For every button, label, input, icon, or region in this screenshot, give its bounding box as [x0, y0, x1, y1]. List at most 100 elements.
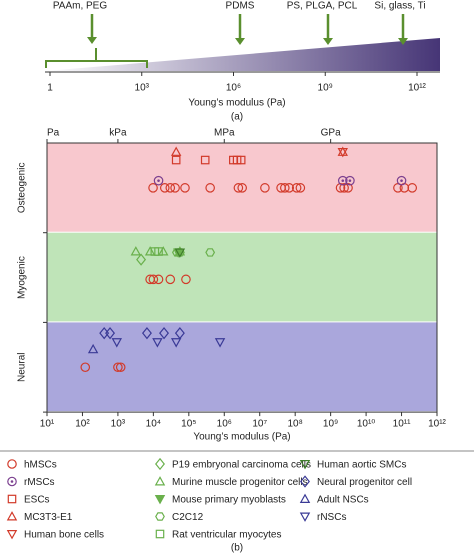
marker-shape [214, 338, 226, 348]
legend-item: Rat ventricular myocytes [172, 530, 281, 541]
marker-dot [10, 480, 14, 483]
marker-shape [181, 274, 191, 285]
point [136, 253, 147, 266]
point [130, 246, 142, 256]
marker-shape [141, 327, 152, 340]
marker-shape [144, 246, 156, 256]
point [335, 183, 346, 193]
legend-item: Mouse primary myoblasts [172, 495, 286, 506]
marker-shape [155, 529, 165, 539]
legend-item: ESCs [24, 495, 50, 506]
legend-item: Murine muscle progenitor cells [172, 477, 308, 488]
point [295, 183, 306, 193]
marker-shape [205, 183, 215, 193]
legend-label: rNSCs [317, 512, 346, 523]
point [154, 247, 163, 256]
marker-shape [339, 183, 349, 193]
marker-shape [148, 274, 159, 285]
point [113, 362, 123, 373]
marker-shape [170, 146, 182, 156]
point [165, 274, 176, 285]
point [148, 183, 158, 193]
x-tick-label: 10² [75, 419, 90, 430]
marker-shape [170, 183, 180, 193]
point [337, 175, 348, 186]
point [152, 338, 163, 348]
legend-item: Human aortic SMCs [317, 460, 406, 471]
material-label: PAAm, PEG [53, 1, 107, 12]
point [7, 459, 17, 469]
point [154, 476, 166, 486]
point [154, 495, 166, 505]
marker-shape [180, 183, 190, 193]
legend-label: hMSCs [24, 460, 57, 471]
band-label: Osteogenic [17, 163, 28, 214]
marker-shape [159, 183, 170, 193]
x-tick-label: 10⁶ [217, 419, 232, 430]
point [181, 274, 191, 285]
plot-frame [46, 142, 438, 413]
modulus-gradient [45, 38, 440, 71]
point [6, 511, 18, 521]
point [153, 175, 164, 186]
point [153, 274, 164, 285]
marker-shape [159, 327, 170, 340]
marker-shape [155, 512, 165, 521]
marker-shape [284, 183, 295, 193]
point [343, 183, 353, 193]
band-label: Neural [17, 353, 28, 382]
marker-shape [111, 338, 123, 348]
point [280, 183, 290, 193]
point [80, 362, 91, 373]
marker-shape [154, 476, 166, 486]
marker-shape [113, 362, 123, 373]
legend-label: Adult NSCs [317, 495, 369, 506]
legend-item: MC3T3-E1 [24, 512, 73, 523]
marker-shape [158, 246, 169, 256]
point [205, 248, 216, 257]
point [7, 494, 17, 504]
legend-label: rMSCs [24, 477, 55, 488]
legend-item: C2C12 [172, 512, 204, 523]
x-tick-label: 10⁶ [226, 83, 241, 94]
point [299, 493, 311, 503]
x-tick-label: 10⁸ [288, 419, 303, 430]
legend-item: P19 embryonal carcinoma cells [172, 460, 311, 471]
marker-shape [205, 248, 216, 257]
x-axis-label: Young’s modulus (Pa) [193, 432, 290, 443]
point [148, 274, 159, 285]
point [170, 183, 180, 193]
marker-shape [7, 494, 17, 504]
arrow-head [87, 37, 97, 44]
caption: (b) [231, 543, 243, 554]
point [291, 183, 302, 193]
point [284, 183, 295, 193]
marker-shape [6, 530, 18, 540]
point [159, 183, 170, 193]
marker-shape [154, 495, 166, 505]
legend-label: P19 embryonal carcinoma cells [172, 460, 311, 471]
x-tick-label: 10¹ [40, 419, 55, 430]
point [337, 148, 348, 158]
x-axis-label: Young’s modulus (Pa) [188, 98, 285, 109]
legend-label: Rat ventricular myocytes [172, 530, 281, 541]
top-tick-label: Pa [47, 128, 60, 139]
x-tick-label: 10¹² [408, 83, 426, 94]
marker-shape [115, 362, 126, 373]
marker-shape [343, 183, 353, 193]
legend-label: Neural progenitor cell [317, 477, 412, 488]
marker-shape [236, 155, 246, 165]
point [345, 175, 355, 186]
legend-label: C2C12 [172, 512, 204, 523]
x-tick-label: 10⁷ [252, 419, 267, 430]
marker-shape [7, 459, 17, 469]
legend-item: hMSCs [24, 460, 57, 471]
band [47, 322, 437, 412]
marker-shape [280, 183, 290, 193]
marker-shape [153, 175, 164, 186]
caption: (a) [231, 112, 243, 123]
marker-shape [87, 343, 99, 354]
range-bracket [45, 48, 148, 68]
marker-dot [341, 179, 345, 182]
point [159, 327, 170, 340]
